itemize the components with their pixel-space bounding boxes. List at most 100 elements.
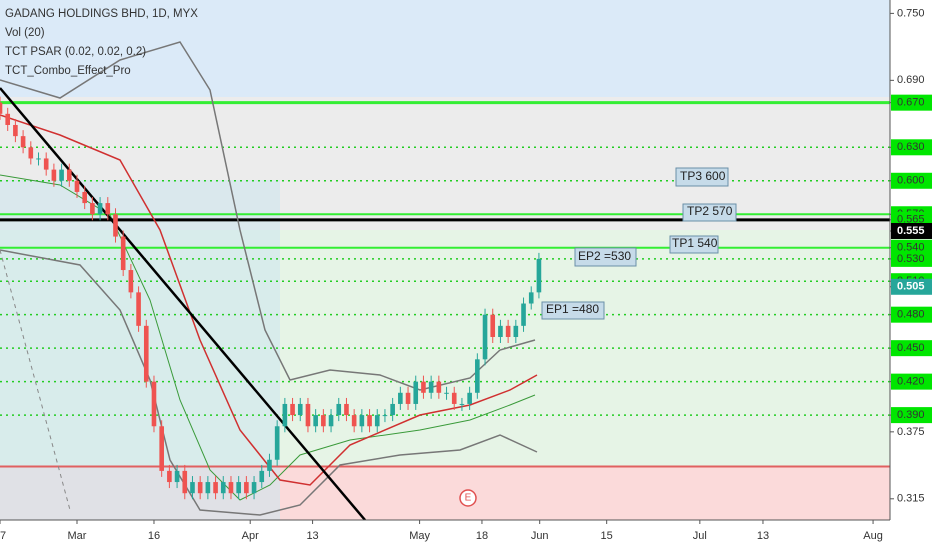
x-tick-label: 18 — [476, 530, 488, 542]
candle-body — [20, 136, 26, 148]
trendline — [0, 87, 366, 521]
y-tick-label: 0.530 — [897, 253, 925, 265]
y-tick-label: 0.750 — [897, 7, 925, 19]
candle-body — [398, 392, 403, 404]
candle-body — [28, 147, 34, 159]
x-tick-label: Apr — [242, 530, 259, 542]
annotation-box — [675, 167, 729, 187]
candle-body — [90, 203, 95, 215]
candle-body — [282, 403, 288, 427]
legend-title: GADANG HOLDINGS BHD, 1D, MYX — [5, 8, 198, 20]
candle-body — [136, 292, 141, 326]
x-tick-label: May — [409, 530, 430, 542]
candle-body — [13, 124, 18, 137]
candle-body — [267, 459, 272, 471]
candle-body — [66, 169, 72, 181]
candle-body — [405, 392, 411, 404]
candle-body — [513, 325, 519, 337]
candle-body — [328, 415, 334, 427]
price-label-bg — [891, 306, 932, 323]
candle-body — [190, 482, 195, 494]
event-marker[interactable] — [459, 489, 477, 507]
x-tick-label: Aug — [863, 530, 883, 542]
upper-band — [0, 41, 536, 391]
event-label: E — [465, 493, 472, 504]
candle-body — [220, 482, 226, 494]
candle-body — [51, 169, 57, 181]
candle-body — [59, 169, 64, 181]
price-label-bg — [891, 340, 932, 357]
lower-band — [0, 249, 538, 516]
candle-body — [0, 102, 3, 114]
candle-body — [444, 392, 449, 394]
y-tick-label: 0.555 — [897, 225, 925, 237]
candle-body — [159, 426, 164, 471]
x-tick-label: Jun — [531, 530, 549, 542]
candle-body — [436, 381, 442, 393]
candle-body — [167, 470, 172, 483]
price-label-bg — [891, 94, 932, 111]
candle-body — [244, 482, 249, 494]
price-label-bg — [891, 278, 932, 295]
candle-body — [367, 415, 372, 427]
candle-body — [228, 482, 234, 494]
candle-body — [43, 158, 49, 170]
candle-body — [475, 359, 480, 393]
y-tick-label: 0.565 — [897, 214, 925, 226]
time-axis — [0, 520, 890, 550]
y-tick-label: 0.420 — [897, 376, 925, 388]
candle-body — [182, 470, 188, 494]
candle-body — [205, 482, 211, 494]
candle-body — [305, 403, 311, 427]
candle-body — [297, 403, 303, 416]
candle-body — [197, 482, 203, 494]
candle-body — [382, 415, 388, 417]
price-label-bg — [891, 373, 932, 390]
candle-body — [344, 403, 349, 416]
band-fill — [0, 180, 280, 520]
x-tick-label: 15 — [601, 530, 613, 542]
x-tick-label: Mar — [68, 530, 87, 542]
annotation-box — [541, 301, 605, 320]
x-tick-label: 13 — [757, 530, 769, 542]
candle-body — [143, 325, 149, 382]
y-tick-label: 0.690 — [897, 74, 925, 86]
y-tick-label: 0.390 — [897, 409, 925, 421]
candle-body — [351, 415, 357, 427]
annotation: TP1 540 — [672, 236, 718, 250]
candle-body — [174, 470, 180, 483]
candle-body — [390, 403, 395, 416]
annotation-box — [682, 203, 737, 222]
legend-indicator: TCT_Combo_Effect_Pro — [5, 65, 131, 77]
candle-body — [5, 113, 11, 125]
candle-body — [36, 158, 41, 160]
y-tick-label: 0.480 — [897, 309, 925, 321]
y-tick-label: 0.670 — [897, 97, 925, 109]
x-tick-label: 16 — [148, 530, 160, 542]
price-label-bg — [891, 407, 932, 424]
y-tick-label: 0.540 — [897, 242, 925, 254]
candle-body — [413, 381, 419, 404]
candle-body — [105, 203, 111, 215]
price-label-bg — [891, 250, 932, 267]
legend-indicator: Vol (20) — [5, 27, 45, 39]
candle-body — [120, 236, 126, 271]
candle-body — [482, 314, 488, 360]
x-tick-label: 7 — [0, 530, 6, 542]
price-label-bg — [891, 139, 932, 156]
candle-body — [321, 415, 326, 427]
candle-body — [251, 482, 257, 494]
candle-body — [421, 381, 426, 393]
candle-body — [151, 381, 157, 427]
candle-body — [528, 292, 534, 304]
candle-body — [313, 415, 318, 427]
zone-blue — [0, 0, 890, 97]
annotation-box — [574, 247, 637, 267]
candle-body — [536, 258, 542, 293]
candle-body — [74, 180, 80, 192]
y-tick-label: 0.600 — [897, 175, 925, 187]
candle-body — [521, 303, 526, 326]
candle-body — [490, 314, 496, 337]
candle-body — [274, 426, 280, 460]
